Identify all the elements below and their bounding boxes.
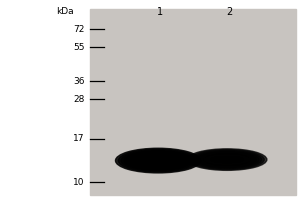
Ellipse shape: [141, 157, 176, 164]
Text: 36: 36: [73, 77, 84, 86]
Ellipse shape: [132, 154, 184, 167]
Ellipse shape: [127, 152, 190, 169]
Text: 17: 17: [73, 134, 84, 143]
Text: 1: 1: [158, 7, 164, 17]
Ellipse shape: [129, 153, 187, 168]
Text: 72: 72: [73, 25, 84, 34]
Ellipse shape: [211, 157, 243, 162]
Text: 10: 10: [73, 178, 84, 187]
Text: 55: 55: [73, 43, 84, 52]
Ellipse shape: [124, 151, 192, 170]
Ellipse shape: [195, 151, 259, 168]
Ellipse shape: [200, 153, 254, 166]
Text: 28: 28: [73, 95, 84, 104]
Ellipse shape: [187, 149, 267, 170]
Ellipse shape: [190, 150, 264, 169]
Ellipse shape: [203, 154, 251, 165]
Ellipse shape: [118, 149, 198, 172]
Ellipse shape: [121, 150, 195, 171]
Text: kDa: kDa: [56, 7, 74, 16]
Bar: [90, 9, 296, 195]
Ellipse shape: [116, 148, 201, 173]
Text: 2: 2: [226, 7, 232, 17]
Ellipse shape: [192, 151, 262, 169]
Ellipse shape: [198, 152, 256, 167]
